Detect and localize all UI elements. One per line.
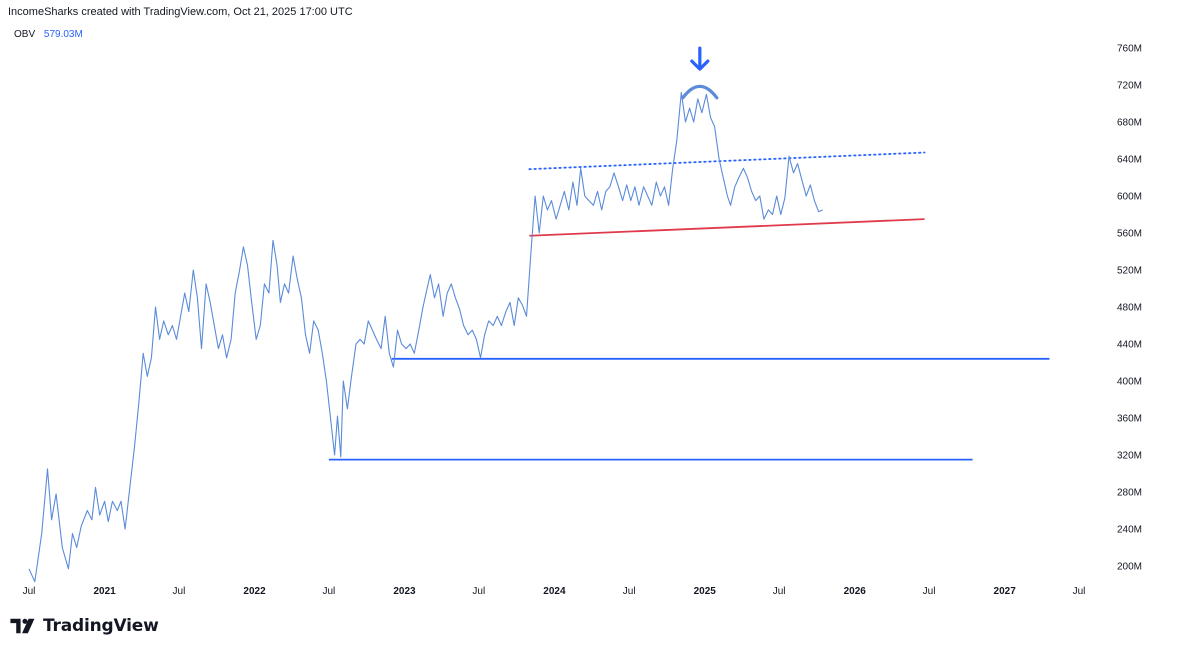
top-arc-marker[interactable] [681, 84, 719, 100]
y-tick-label: 360M [1117, 414, 1142, 425]
indicator-value: 579.03M [43, 29, 83, 40]
annotation-layer [328, 46, 1050, 461]
x-tick-label: 2021 [93, 586, 116, 597]
y-tick-label: 760M [1117, 44, 1142, 55]
x-tick-label: Jul [923, 586, 936, 597]
tradingview-logo-icon [10, 618, 35, 634]
x-tick-label: Jul [173, 586, 186, 597]
tradingview-wordmark: TradingView [43, 616, 159, 636]
tradingview-brand[interactable]: TradingView [10, 616, 159, 636]
x-tick-label: Jul [472, 586, 485, 597]
y-tick-label: 440M [1117, 340, 1142, 351]
x-tick-label: 2026 [844, 586, 867, 597]
y-tick-label: 680M [1117, 118, 1142, 129]
attribution-header: IncomeSharks created with TradingView.co… [8, 6, 353, 18]
x-tick-label: 2022 [243, 586, 266, 597]
y-tick-label: 720M [1117, 81, 1142, 92]
x-tick-label: Jul [1073, 586, 1086, 597]
y-tick-label: 320M [1117, 451, 1142, 462]
indicator-legend[interactable]: OBV 579.03M [14, 29, 83, 40]
y-tick-label: 560M [1117, 229, 1142, 240]
y-tick-label: 480M [1117, 303, 1142, 314]
x-tick-label: 2025 [694, 586, 717, 597]
y-tick-label: 280M [1117, 488, 1142, 499]
x-tick-label: 2024 [543, 586, 566, 597]
y-tick-label: 520M [1117, 266, 1142, 277]
y-tick-label: 400M [1117, 377, 1142, 388]
down-arrow-icon[interactable] [690, 46, 710, 71]
lower-trendline[interactable] [529, 218, 925, 237]
x-tick-label: Jul [623, 586, 636, 597]
series-layer [28, 91, 823, 583]
x-tick-label: Jul [773, 586, 786, 597]
y-tick-label: 200M [1117, 562, 1142, 573]
y-tick-label: 240M [1117, 525, 1142, 536]
x-tick-label: 2027 [994, 586, 1017, 597]
y-tick-label: 600M [1117, 192, 1142, 203]
y-axis[interactable]: 200M 240M 280M 320M 360M 400M 440M 480M 520M 560M… [1117, 44, 1142, 573]
x-tick-label: Jul [23, 586, 36, 597]
x-tick-label: 2023 [393, 586, 416, 597]
y-tick-label: 640M [1117, 155, 1142, 166]
obv-series-line[interactable] [28, 91, 823, 583]
x-tick-label: Jul [322, 586, 335, 597]
x-axis[interactable]: Jul 2021 Jul 2022 Jul 2023 Jul 2024 Jul 2025 Jul 20… [23, 586, 1086, 597]
upper-trendline[interactable] [528, 151, 926, 171]
indicator-name: OBV [14, 29, 36, 40]
